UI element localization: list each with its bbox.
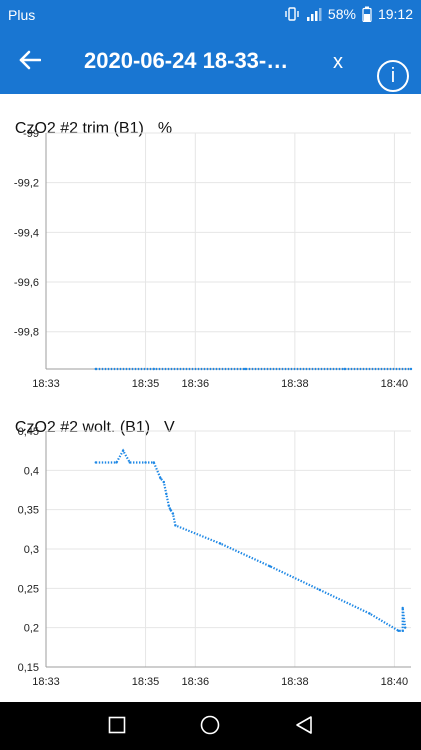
data-point (167, 504, 170, 507)
signal-icon (306, 7, 322, 21)
clock: 19:12 (377, 6, 413, 22)
data-point (409, 367, 413, 371)
arrow-left-icon (19, 50, 42, 75)
status-indicators: 58% 19:12 (284, 6, 413, 22)
y-tick-label: 0,3 (24, 544, 39, 556)
chart-2[interactable]: 0,45 0,4 0,35 0,3 0,25 0,2 0,15 18:33 18:35 18:36… (0, 426, 421, 696)
status-bar: Plus 58% 19:12 (0, 0, 421, 30)
battery-icon (362, 6, 372, 22)
y-tick-label: 0,35 (18, 505, 39, 517)
chart-1[interactable]: -99 -99,2 -99,4 -99,6 -99,8 18:33 18:35 18:36 18… (0, 128, 421, 392)
system-back-button[interactable] (289, 712, 319, 742)
data-point (115, 461, 118, 464)
data-point (243, 367, 247, 371)
x-tick-label: 18:36 (182, 676, 210, 688)
x-tick-label: 18:40 (381, 676, 409, 688)
data-point (268, 565, 272, 568)
data-point (162, 480, 165, 484)
info-icon: i (390, 64, 396, 87)
back-icon (295, 715, 313, 740)
data-point (159, 477, 162, 480)
data-point (121, 449, 125, 452)
data-point (169, 508, 172, 511)
x-tick-label: 18:36 (182, 378, 210, 390)
x-tick-label: 18:33 (32, 378, 60, 390)
data-point (94, 367, 97, 371)
y-tick-label: 0,2 (24, 623, 39, 635)
x-tick-label: 18:38 (281, 378, 309, 390)
x-tick-label: 18:38 (281, 676, 309, 688)
data-point (401, 606, 404, 610)
info-button[interactable]: i (377, 60, 409, 92)
y-tick-label: -99,4 (14, 227, 39, 239)
y-tick-label: 0,45 (18, 426, 39, 438)
x-tick-label: 18:33 (32, 676, 60, 688)
y-tick-label: 0,15 (18, 662, 39, 674)
y-tick-label: 0,4 (24, 465, 39, 477)
app-bar: 2020-06-24 18-33-… x i (0, 30, 421, 94)
page-title: 2020-06-24 18-33-… (84, 48, 289, 73)
data-point (318, 588, 321, 592)
data-point (171, 512, 175, 515)
y-tick-label: -99 (23, 128, 39, 140)
home-icon (200, 715, 220, 740)
y-tick-label: -99,8 (14, 327, 39, 339)
x-tick-label: 18:35 (132, 378, 160, 390)
y-tick-label: -99,6 (14, 277, 39, 289)
y-tick-label: -99,2 (14, 178, 39, 190)
series-line (95, 448, 407, 632)
data-point (128, 461, 131, 464)
y-tick-label: 0,25 (18, 583, 39, 595)
data-point (165, 492, 168, 496)
back-button[interactable] (12, 44, 48, 80)
data-point (152, 461, 156, 464)
x-tick-label: 18:40 (381, 378, 409, 390)
data-point (397, 629, 400, 633)
data-point (174, 524, 177, 527)
chart-2-unit: V (164, 419, 175, 436)
data-point (401, 629, 404, 633)
data-point (219, 542, 222, 545)
vibrate-icon (284, 6, 300, 22)
data-point (144, 461, 147, 464)
data-point (343, 367, 346, 371)
data-point (368, 612, 371, 615)
nav-bar (0, 702, 421, 750)
data-point (94, 461, 97, 464)
recent-apps-button[interactable] (102, 712, 132, 742)
data-point (403, 626, 407, 629)
recent-apps-icon (108, 716, 126, 739)
home-button[interactable] (195, 712, 225, 742)
data-point (152, 367, 156, 371)
close-button[interactable]: x (333, 51, 343, 73)
x-tick-label: 18:35 (132, 676, 160, 688)
carrier-label: Plus (8, 7, 36, 23)
battery-percent: 58% (327, 6, 356, 22)
